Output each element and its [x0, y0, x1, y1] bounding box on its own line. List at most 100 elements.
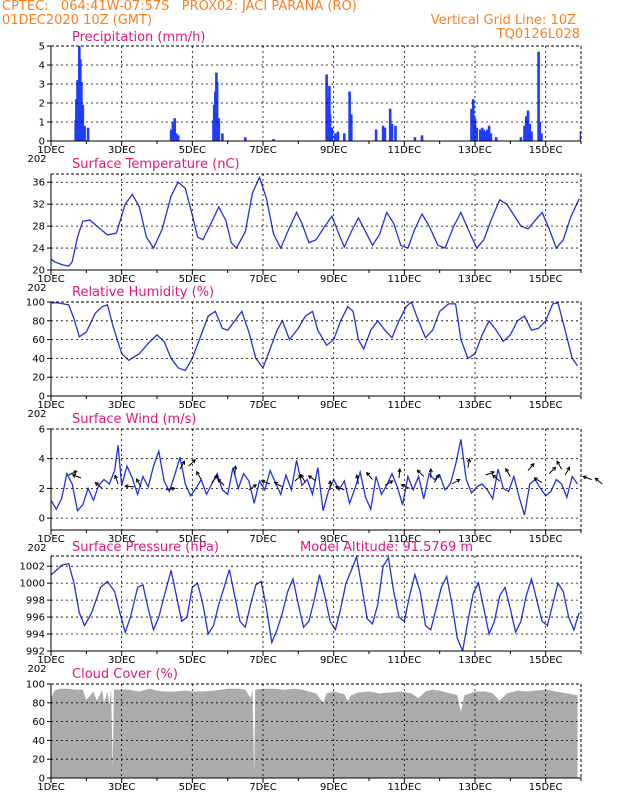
x-tick-label: 3DEC	[108, 782, 135, 793]
panel-title: Relative Humidity (%)	[72, 285, 214, 300]
y-tick-label: 20	[32, 266, 45, 277]
wind-arrow	[94, 481, 103, 489]
wind-arrow-head	[505, 467, 510, 473]
year-label-partial: 202	[27, 283, 46, 294]
y-tick-label: 36	[32, 178, 45, 189]
panel-wind: 0 2 4 6 1DEC 3DEC 5DEC 7DEC 9DEC 11DEC 13DEC 15DEC 2…	[27, 412, 603, 554]
precip-bar	[350, 114, 353, 141]
wind-arrow-head	[171, 486, 176, 491]
precip-bar	[475, 127, 479, 141]
year-label-partial: 202	[27, 543, 46, 554]
precip-bar	[524, 116, 528, 141]
grid-line-label: Vertical Grid Line: 10Z	[430, 13, 576, 28]
precip-bar	[272, 139, 275, 141]
x-tick-label: 1DEC	[37, 782, 64, 793]
wind-arrow	[594, 477, 603, 485]
wind-arrow-shaft	[451, 479, 461, 485]
precip-bar	[530, 131, 533, 141]
precip-bar	[494, 137, 498, 141]
y-tick-label: 24	[32, 244, 45, 255]
precip-bar	[526, 110, 530, 141]
wind-arrow-shaft	[356, 475, 359, 485]
precip-bar	[538, 122, 541, 141]
wind-arrow-shaft	[594, 477, 603, 485]
x-tick-label: 11DEC	[387, 534, 421, 545]
precip-bar	[173, 118, 176, 141]
y-tick-label: 2	[39, 99, 45, 110]
wind-arrow	[248, 484, 258, 491]
x-tick-label: 3DEC	[108, 400, 135, 411]
wind-arrow-head	[594, 477, 599, 482]
precip-bar	[528, 123, 532, 141]
cloud-cover-area	[51, 688, 578, 778]
station-header: CPTEC: 064:41W-07:57S PROX02: JACI PARAN…	[2, 0, 357, 14]
wind-arrow-head	[233, 465, 238, 470]
precip-bar	[473, 118, 477, 141]
x-tick-label: 13DEC	[458, 534, 492, 545]
x-tick-label: 15DEC	[529, 782, 563, 793]
wind-arrow	[505, 467, 511, 477]
x-tick-label: 13DEC	[458, 655, 492, 666]
wind-arrow	[179, 460, 186, 470]
x-tick-label: 9DEC	[320, 655, 347, 666]
wind-arrow-head	[73, 470, 78, 475]
wind-arrow-shaft	[261, 480, 271, 485]
wind-arrow	[485, 470, 496, 476]
x-tick-label: 11DEC	[387, 145, 421, 156]
wind-arrow	[564, 466, 571, 476]
x-tick-label: 7DEC	[249, 534, 276, 545]
wind-arrow-head	[328, 479, 333, 485]
y-tick-label: 5	[39, 42, 45, 53]
wind-arrow	[217, 478, 225, 486]
wind-arrow	[400, 483, 410, 489]
y-tick-label: 1002	[20, 562, 45, 573]
y-tick-label: 998	[26, 596, 45, 607]
x-tick-label: 11DEC	[387, 400, 421, 411]
x-tick-label: 5DEC	[179, 274, 206, 285]
pres-line	[51, 556, 580, 651]
precip-bar	[383, 127, 387, 141]
wind-arrow-head	[556, 460, 561, 465]
precip-bar	[482, 129, 486, 141]
wind-arrow	[71, 473, 82, 479]
wind-arrow-shaft	[234, 466, 236, 476]
wind-arrow-head	[552, 466, 557, 471]
precip-bar	[471, 99, 475, 141]
precip-bar	[215, 82, 219, 141]
wind-arrow-head	[355, 474, 360, 479]
year-label-partial: 202	[27, 154, 46, 165]
precip-bar	[348, 91, 351, 141]
wind-arrow	[527, 462, 535, 471]
wind-arrow-shaft	[582, 475, 592, 480]
wind-arrow-head	[252, 484, 258, 489]
x-tick-label: 1DEC	[37, 274, 64, 285]
precip-bar	[336, 131, 340, 141]
precip-bar	[334, 133, 337, 141]
y-tick-label: 0	[39, 514, 45, 525]
x-tick-label: 1DEC	[37, 534, 64, 545]
precip-bar	[489, 133, 493, 141]
wind-arrow-head	[582, 475, 587, 480]
wind-arrow-shaft	[433, 474, 440, 483]
wind-arrow-head	[307, 475, 313, 480]
wind-line	[51, 439, 579, 516]
precip-bar	[169, 129, 173, 141]
x-tick-label: 3DEC	[108, 655, 135, 666]
wind-arrow	[582, 475, 592, 480]
panel-temp: 20 24 28 32 36 1DEC 3DEC 5DEC 7DEC 9DEC 11DEC 13DEC…	[27, 157, 582, 294]
wind-arrow-shaft	[211, 475, 218, 483]
wind-arrow-head	[136, 478, 140, 483]
wind-arrow-shaft	[274, 481, 283, 488]
wind-arrow	[136, 478, 142, 488]
x-tick-label: 1DEC	[37, 400, 64, 411]
precip-bar	[523, 125, 526, 141]
wind-arrow-shaft	[548, 466, 556, 474]
wind-arrow-head	[491, 474, 497, 479]
wind-arrow	[556, 460, 563, 470]
wind-arrow-head	[530, 462, 535, 468]
x-tick-label: 7DEC	[249, 400, 276, 411]
wind-arrow-shaft	[94, 482, 103, 489]
temp-line	[51, 175, 580, 267]
wind-arrow-head	[260, 479, 266, 484]
panel-precip: 0 1 2 3 4 5 1DEC 3DEC 5DEC 7DEC 9DEC 11DEC 13DEC 15DE…	[27, 30, 582, 165]
